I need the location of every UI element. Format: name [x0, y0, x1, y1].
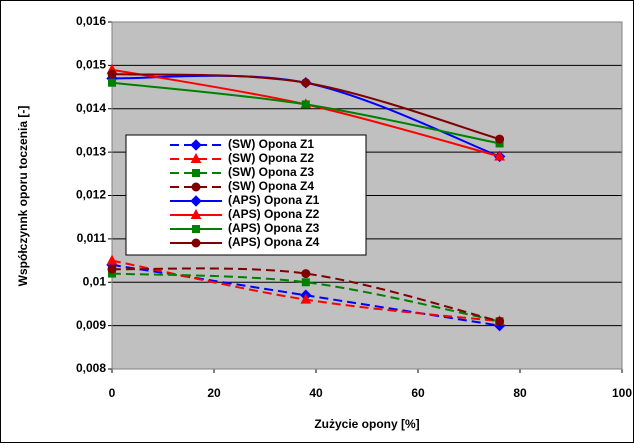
marker	[495, 316, 505, 326]
marker	[190, 152, 202, 163]
y-tick-label: 0,015	[76, 58, 106, 72]
legend-box	[125, 134, 367, 256]
marker	[108, 78, 116, 87]
marker	[301, 100, 310, 109]
y-tick-label: 0,008	[76, 361, 106, 375]
y-tick-label: 0,01	[83, 274, 107, 288]
x-tick-label: 40	[309, 386, 323, 400]
marker	[107, 264, 117, 274]
x-tick-label: 80	[513, 386, 527, 400]
marker	[191, 238, 201, 248]
y-tick-label: 0,009	[76, 318, 106, 332]
x-tick-label: 60	[411, 386, 425, 400]
series-line	[111, 267, 500, 323]
legend-label: (APS) Opona Z1	[228, 193, 320, 207]
marker	[107, 69, 117, 79]
marker	[301, 78, 311, 88]
legend-label: (SW) Opona Z4	[228, 179, 314, 193]
legend-label: (APS) Opona Z2	[228, 207, 320, 221]
legend-label: (SW) Opona Z1	[228, 137, 314, 151]
marker	[192, 225, 200, 233]
marker	[106, 254, 118, 265]
marker	[300, 293, 312, 304]
marker	[190, 195, 202, 207]
marker	[494, 150, 505, 161]
legend-label: (SW) Opona Z3	[228, 165, 314, 179]
marker	[191, 182, 201, 192]
marker	[190, 208, 202, 219]
plot-border	[111, 21, 623, 370]
x-axis-label: Zużycie opony [%]	[314, 417, 419, 431]
y-axis-label: Współczynnk oporu toczenia [-]	[16, 106, 30, 287]
legend-label: (SW) Opona Z2	[228, 151, 314, 165]
y-tick-label: 0,014	[76, 101, 106, 115]
x-tick-label: 100	[612, 386, 632, 400]
y-tick-label: 0,012	[76, 188, 106, 202]
marker	[301, 269, 311, 279]
legend-label: (APS) Opona Z4	[228, 235, 320, 249]
marker	[495, 134, 505, 144]
x-tick-label: 0	[109, 386, 116, 400]
legend-label: (APS) Opona Z3	[228, 221, 320, 235]
marker	[301, 278, 310, 287]
marker	[192, 169, 200, 177]
y-tick-label: 0,011	[77, 231, 107, 245]
y-tick-label: 0,016	[76, 14, 106, 28]
x-tick-label: 20	[207, 386, 221, 400]
y-tick-label: 0,013	[76, 144, 106, 158]
marker	[190, 139, 202, 151]
series-line	[111, 272, 500, 323]
